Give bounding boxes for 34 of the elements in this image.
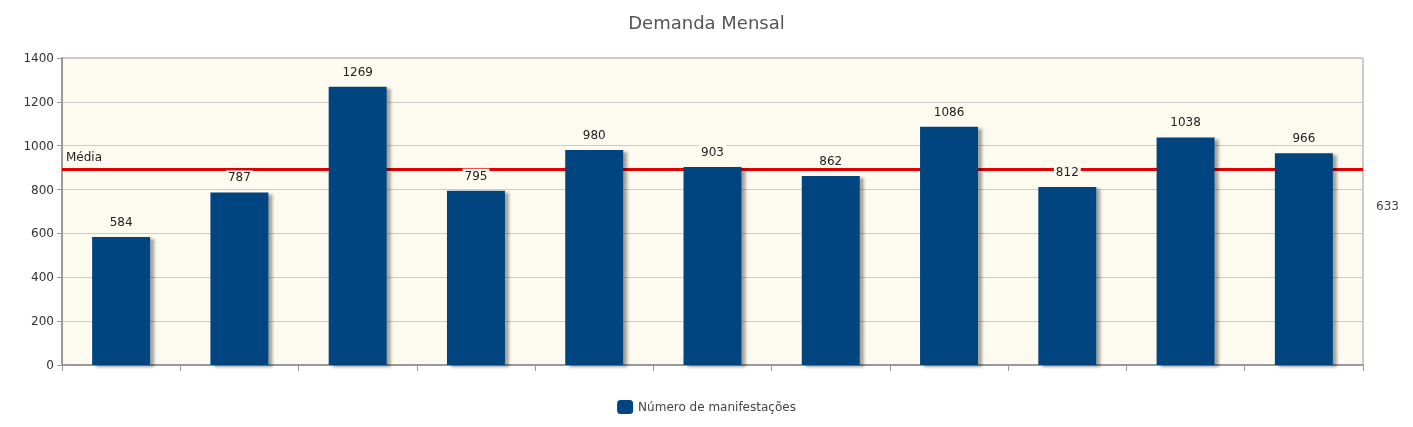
ref-line-label: Média [66, 150, 103, 165]
data-label: 1038 [1170, 115, 1201, 130]
chart-title: Demanda Mensal [628, 11, 785, 33]
y-tick-label: 600 [31, 226, 54, 241]
bar [1156, 137, 1215, 365]
data-label: 787 [227, 170, 251, 185]
y-tick-label: 800 [31, 182, 54, 197]
y-tick-label: 200 [31, 314, 54, 329]
y-tick-label: 1000 [23, 138, 54, 153]
bar [920, 126, 979, 365]
bar [446, 190, 505, 365]
data-label: 903 [701, 144, 724, 159]
bar [801, 175, 860, 365]
legend-label: Número de manifestações [638, 400, 796, 414]
data-label: 1086 [933, 104, 965, 119]
bar [683, 166, 742, 365]
bar [210, 192, 269, 365]
bar [328, 86, 387, 365]
data-label: 795 [464, 168, 488, 183]
bar [565, 150, 624, 365]
y-tick-label: 0 [46, 358, 54, 372]
data-label: 584 [109, 214, 133, 229]
data-label: 812 [1055, 164, 1079, 179]
bar [1274, 153, 1333, 365]
y-tick-label: 1200 [23, 94, 54, 109]
bar [92, 236, 151, 365]
bar [1038, 186, 1097, 365]
data-label: 980 [582, 128, 606, 143]
data-label: 966 [1292, 131, 1316, 146]
text: 633 [1376, 199, 1399, 213]
y-tick-label: 400 [31, 270, 54, 285]
data-label: 1269 [342, 64, 373, 79]
data-label: 862 [819, 153, 843, 168]
y-tick-label: 1400 [23, 51, 54, 65]
